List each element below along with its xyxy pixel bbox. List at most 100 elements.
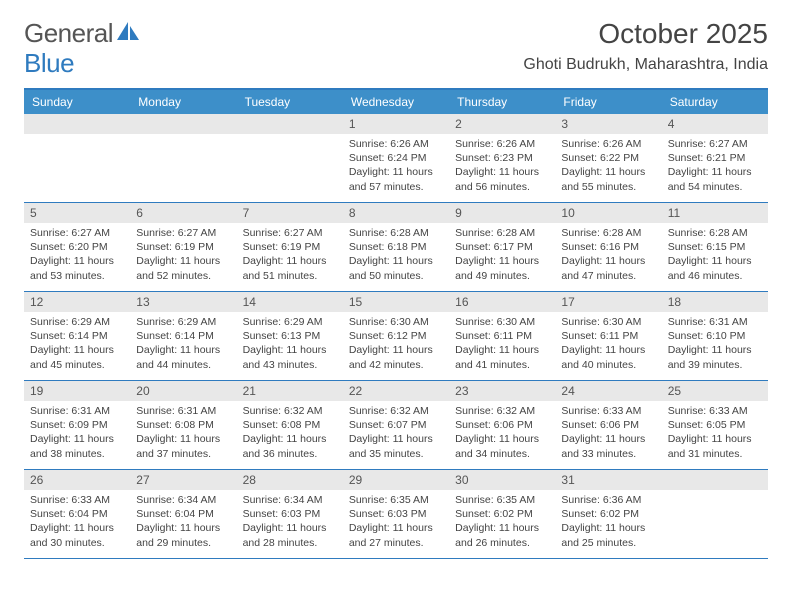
sunrise-text: Sunrise: 6:31 AM [30,404,124,418]
daylight-text: Daylight: 11 hours and 55 minutes. [561,165,655,193]
day-header: Friday [555,90,661,114]
daylight-text: Daylight: 11 hours and 41 minutes. [455,343,549,371]
day-details: Sunrise: 6:28 AMSunset: 6:15 PMDaylight:… [662,223,768,287]
sunset-text: Sunset: 6:15 PM [668,240,762,254]
calendar: SundayMondayTuesdayWednesdayThursdayFrid… [24,88,768,559]
sail-icon [115,20,141,47]
day-details: Sunrise: 6:33 AMSunset: 6:05 PMDaylight:… [662,401,768,465]
daylight-text: Daylight: 11 hours and 57 minutes. [349,165,443,193]
daylight-text: Daylight: 11 hours and 50 minutes. [349,254,443,282]
sunrise-text: Sunrise: 6:29 AM [136,315,230,329]
day-number: 5 [24,203,130,223]
daylight-text: Daylight: 11 hours and 47 minutes. [561,254,655,282]
calendar-cell: 3Sunrise: 6:26 AMSunset: 6:22 PMDaylight… [555,114,661,202]
calendar-cell: 29Sunrise: 6:35 AMSunset: 6:03 PMDayligh… [343,470,449,558]
calendar-cell: 10Sunrise: 6:28 AMSunset: 6:16 PMDayligh… [555,203,661,291]
day-number: 22 [343,381,449,401]
day-details [237,134,343,141]
sunrise-text: Sunrise: 6:33 AM [30,493,124,507]
day-details: Sunrise: 6:28 AMSunset: 6:16 PMDaylight:… [555,223,661,287]
day-number: 25 [662,381,768,401]
sunrise-text: Sunrise: 6:31 AM [668,315,762,329]
day-details: Sunrise: 6:33 AMSunset: 6:04 PMDaylight:… [24,490,130,554]
day-details: Sunrise: 6:30 AMSunset: 6:11 PMDaylight:… [449,312,555,376]
calendar-cell: 19Sunrise: 6:31 AMSunset: 6:09 PMDayligh… [24,381,130,469]
day-number: 10 [555,203,661,223]
sunset-text: Sunset: 6:08 PM [243,418,337,432]
calendar-cell: 15Sunrise: 6:30 AMSunset: 6:12 PMDayligh… [343,292,449,380]
day-details: Sunrise: 6:27 AMSunset: 6:21 PMDaylight:… [662,134,768,198]
daylight-text: Daylight: 11 hours and 43 minutes. [243,343,337,371]
sunrise-text: Sunrise: 6:29 AM [30,315,124,329]
daylight-text: Daylight: 11 hours and 26 minutes. [455,521,549,549]
sunset-text: Sunset: 6:10 PM [668,329,762,343]
daylight-text: Daylight: 11 hours and 46 minutes. [668,254,762,282]
sunset-text: Sunset: 6:14 PM [136,329,230,343]
day-details: Sunrise: 6:26 AMSunset: 6:23 PMDaylight:… [449,134,555,198]
daylight-text: Daylight: 11 hours and 27 minutes. [349,521,443,549]
day-details: Sunrise: 6:29 AMSunset: 6:14 PMDaylight:… [130,312,236,376]
sunrise-text: Sunrise: 6:32 AM [349,404,443,418]
calendar-cell: 21Sunrise: 6:32 AMSunset: 6:08 PMDayligh… [237,381,343,469]
sunrise-text: Sunrise: 6:26 AM [349,137,443,151]
sunrise-text: Sunrise: 6:28 AM [561,226,655,240]
sunset-text: Sunset: 6:02 PM [561,507,655,521]
daylight-text: Daylight: 11 hours and 30 minutes. [30,521,124,549]
day-number: 16 [449,292,555,312]
calendar-week: 19Sunrise: 6:31 AMSunset: 6:09 PMDayligh… [24,381,768,470]
calendar-cell: 12Sunrise: 6:29 AMSunset: 6:14 PMDayligh… [24,292,130,380]
day-number: 31 [555,470,661,490]
sunrise-text: Sunrise: 6:31 AM [136,404,230,418]
sunrise-text: Sunrise: 6:28 AM [349,226,443,240]
calendar-cell [237,114,343,202]
day-number: 6 [130,203,236,223]
daylight-text: Daylight: 11 hours and 52 minutes. [136,254,230,282]
calendar-cell: 28Sunrise: 6:34 AMSunset: 6:03 PMDayligh… [237,470,343,558]
calendar-cell: 2Sunrise: 6:26 AMSunset: 6:23 PMDaylight… [449,114,555,202]
day-details [24,134,130,141]
calendar-cell: 1Sunrise: 6:26 AMSunset: 6:24 PMDaylight… [343,114,449,202]
day-number: 26 [24,470,130,490]
day-details: Sunrise: 6:28 AMSunset: 6:17 PMDaylight:… [449,223,555,287]
calendar-cell: 31Sunrise: 6:36 AMSunset: 6:02 PMDayligh… [555,470,661,558]
day-number: 9 [449,203,555,223]
daylight-text: Daylight: 11 hours and 39 minutes. [668,343,762,371]
day-number: 28 [237,470,343,490]
day-details: Sunrise: 6:27 AMSunset: 6:19 PMDaylight:… [130,223,236,287]
sunrise-text: Sunrise: 6:32 AM [455,404,549,418]
sunrise-text: Sunrise: 6:27 AM [668,137,762,151]
daylight-text: Daylight: 11 hours and 45 minutes. [30,343,124,371]
sunset-text: Sunset: 6:18 PM [349,240,443,254]
sunrise-text: Sunrise: 6:33 AM [668,404,762,418]
calendar-cell: 22Sunrise: 6:32 AMSunset: 6:07 PMDayligh… [343,381,449,469]
sunrise-text: Sunrise: 6:30 AM [349,315,443,329]
calendar-cell: 13Sunrise: 6:29 AMSunset: 6:14 PMDayligh… [130,292,236,380]
sunset-text: Sunset: 6:23 PM [455,151,549,165]
calendar-cell: 24Sunrise: 6:33 AMSunset: 6:06 PMDayligh… [555,381,661,469]
sunrise-text: Sunrise: 6:36 AM [561,493,655,507]
day-number: 1 [343,114,449,134]
calendar-cell: 6Sunrise: 6:27 AMSunset: 6:19 PMDaylight… [130,203,236,291]
sunset-text: Sunset: 6:09 PM [30,418,124,432]
day-header: Thursday [449,90,555,114]
day-details: Sunrise: 6:32 AMSunset: 6:07 PMDaylight:… [343,401,449,465]
day-number: 13 [130,292,236,312]
day-details: Sunrise: 6:27 AMSunset: 6:20 PMDaylight:… [24,223,130,287]
daylight-text: Daylight: 11 hours and 29 minutes. [136,521,230,549]
month-title: October 2025 [523,18,768,50]
calendar-cell: 16Sunrise: 6:30 AMSunset: 6:11 PMDayligh… [449,292,555,380]
day-number: 14 [237,292,343,312]
daylight-text: Daylight: 11 hours and 33 minutes. [561,432,655,460]
sunset-text: Sunset: 6:20 PM [30,240,124,254]
day-number: 23 [449,381,555,401]
day-details: Sunrise: 6:26 AMSunset: 6:24 PMDaylight:… [343,134,449,198]
location-text: Ghoti Budrukh, Maharashtra, India [523,56,768,74]
daylight-text: Daylight: 11 hours and 49 minutes. [455,254,549,282]
day-details: Sunrise: 6:32 AMSunset: 6:06 PMDaylight:… [449,401,555,465]
sunrise-text: Sunrise: 6:30 AM [455,315,549,329]
sunset-text: Sunset: 6:13 PM [243,329,337,343]
day-details: Sunrise: 6:30 AMSunset: 6:11 PMDaylight:… [555,312,661,376]
calendar-cell: 7Sunrise: 6:27 AMSunset: 6:19 PMDaylight… [237,203,343,291]
day-details: Sunrise: 6:26 AMSunset: 6:22 PMDaylight:… [555,134,661,198]
sunset-text: Sunset: 6:19 PM [136,240,230,254]
